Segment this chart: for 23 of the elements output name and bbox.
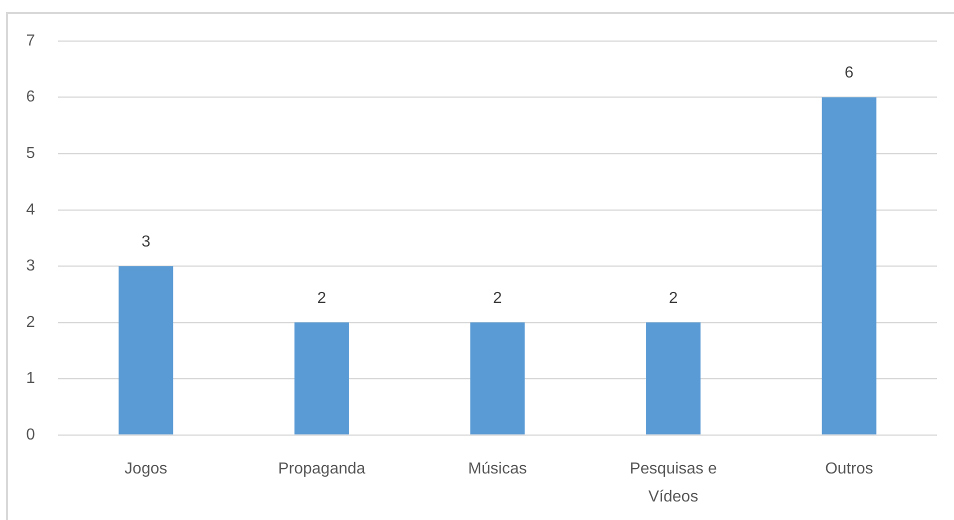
- y-tick-label: 3: [26, 258, 36, 275]
- y-tick-label: 0: [26, 426, 36, 444]
- bar: [646, 322, 701, 434]
- data-label: 2: [668, 290, 678, 307]
- bar: [118, 266, 174, 434]
- x-tick-label: Outros: [825, 460, 874, 478]
- x-tick-label: Pesquisas e Vídeos: [630, 460, 717, 506]
- y-tick-label: 6: [26, 88, 36, 106]
- y-tick-label: 7: [26, 32, 36, 50]
- x-tick-label: Propaganda: [278, 460, 366, 478]
- y-tick-label: 5: [26, 144, 36, 162]
- data-label: 6: [844, 64, 854, 82]
- x-tick-label: Jogos: [124, 460, 168, 478]
- data-label: 3: [141, 234, 150, 251]
- y-tick-label: 2: [26, 314, 36, 331]
- x-tick-label: Músicas: [468, 460, 527, 478]
- y-tick-label: 1: [26, 370, 36, 388]
- bar: [294, 322, 349, 434]
- y-tick-label: 4: [26, 201, 36, 218]
- data-label: 2: [317, 290, 326, 307]
- data-label: 2: [493, 290, 502, 307]
- bar: [822, 97, 876, 434]
- bar: [470, 322, 525, 434]
